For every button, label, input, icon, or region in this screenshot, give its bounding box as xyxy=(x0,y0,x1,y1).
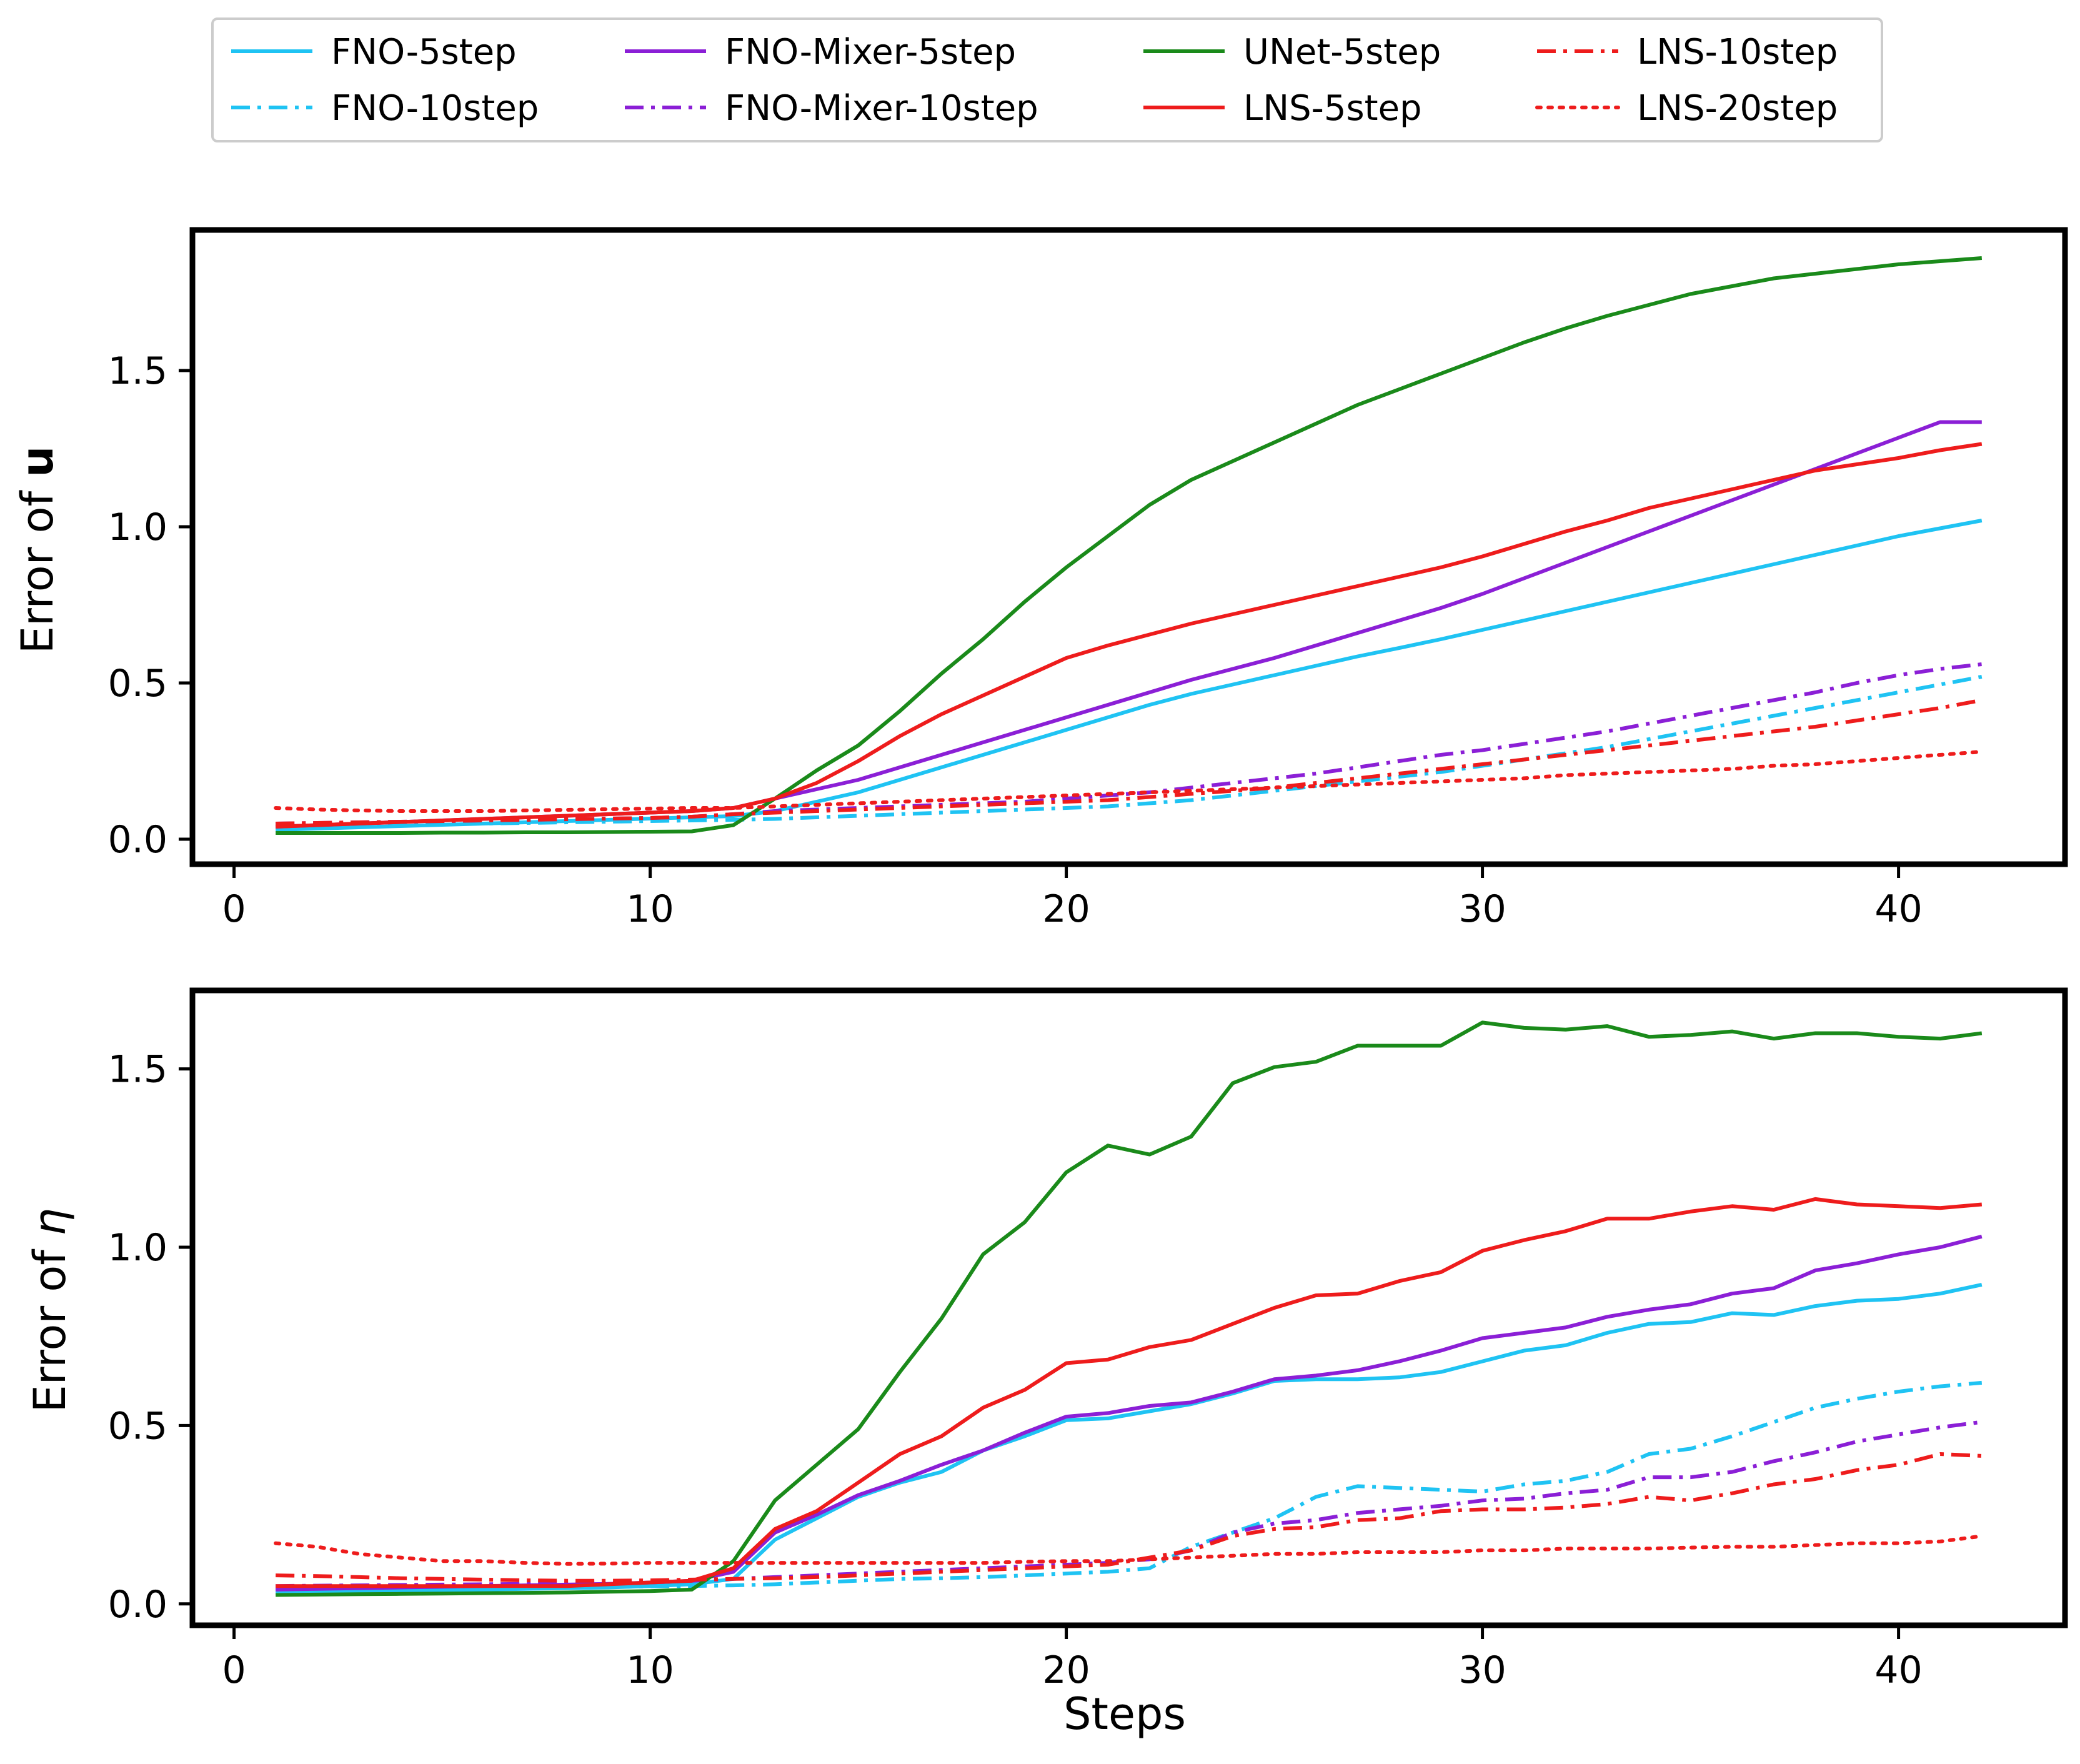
legend-label-mix10: FNO-Mixer-10step xyxy=(725,88,1038,129)
legend-label-fno10: FNO-10step xyxy=(331,88,539,129)
legend-label-unet5: UNet-5step xyxy=(1243,32,1441,72)
y-tick-label: 1.0 xyxy=(108,1226,167,1270)
axes-frame xyxy=(189,987,2068,1628)
legend: FNO-5step FNO-10step FNO-Mixer-5step FNO-Mi… xyxy=(211,17,1883,142)
y-tick-label: 1.5 xyxy=(108,1048,167,1092)
series-line-lns5 xyxy=(276,1197,1983,1588)
y-tick-label: 0.5 xyxy=(108,1404,167,1448)
series-line-unet5 xyxy=(276,256,1983,835)
y-tick-label: 0.0 xyxy=(108,1583,167,1627)
legend-label-lns10: LNS-10step xyxy=(1637,32,1838,72)
series-line-fno10 xyxy=(276,675,1983,829)
x-tick-label: 20 xyxy=(1042,887,1090,931)
x-tick-label: 20 xyxy=(1042,1648,1090,1692)
legend-label-mix5: FNO-Mixer-5step xyxy=(725,32,1016,72)
x-tick-label: 30 xyxy=(1458,887,1506,931)
y-tick-label: 1.5 xyxy=(108,349,167,393)
series-line-lns5 xyxy=(276,442,1983,829)
series-line-fno10 xyxy=(276,1380,1983,1592)
series-line-fno5 xyxy=(276,1282,1983,1595)
x-tick-label: 30 xyxy=(1458,1648,1506,1692)
x-tick-label: 0 xyxy=(222,887,246,931)
series-line-fno5 xyxy=(276,519,1983,832)
series-line-lns20 xyxy=(274,750,1984,813)
y-axis-label-u: Error of u xyxy=(12,446,63,654)
panel-u-error: Error of u 0 10 20 30 40 0.0 0.5 1.0 1.5 xyxy=(12,227,2068,931)
y-tick-label: 1.0 xyxy=(108,506,167,549)
y-axis-label-eta: Error of η xyxy=(24,1208,76,1413)
x-axis-label: Steps xyxy=(1063,1688,1186,1740)
legend-label-lns20: LNS-20step xyxy=(1637,88,1838,129)
axes-frame xyxy=(189,227,2068,867)
x-tick-label: 40 xyxy=(1874,1648,1922,1692)
series-line-lns20 xyxy=(274,1534,1984,1566)
legend-label-fno5: FNO-5step xyxy=(331,32,517,72)
series-line-lns10 xyxy=(276,698,1983,825)
x-tick-label: 40 xyxy=(1874,887,1922,931)
panel-eta-error: Error of η Steps 0 10 20 30 40 0.0 0.5 1.0 1.5 xyxy=(24,987,2068,1740)
series-line-unet5 xyxy=(276,1020,1983,1597)
x-tick-label: 0 xyxy=(222,1648,246,1692)
y-tick-label: 0.5 xyxy=(108,662,167,705)
legend-label-lns5: LNS-5step xyxy=(1243,88,1422,129)
x-tick-label: 10 xyxy=(626,887,674,931)
y-tick-label: 0.0 xyxy=(108,818,167,862)
x-tick-label: 10 xyxy=(626,1648,674,1692)
